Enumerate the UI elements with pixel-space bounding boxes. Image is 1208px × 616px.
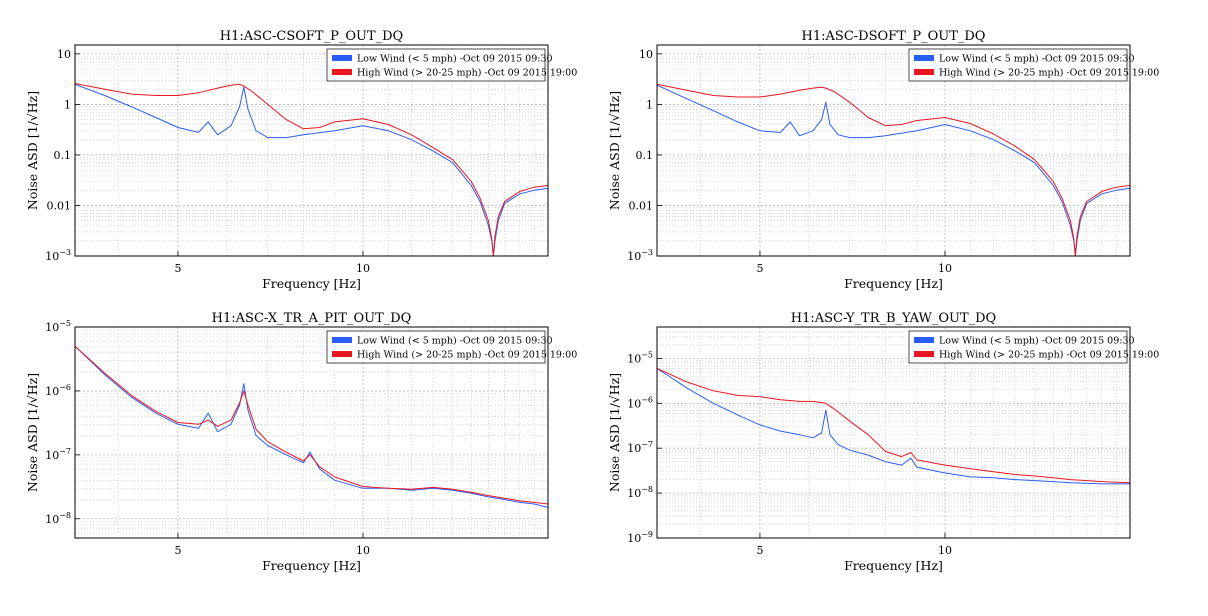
series-low-wind-line — [75, 345, 548, 508]
x-tick-label: 10 — [938, 544, 952, 557]
legend-label-high-wind: High Wind (> 20-25 mph) -Oct 09 2015 19:… — [939, 68, 1159, 79]
axes-frame — [74, 326, 549, 539]
y-tick-label: 10−7 — [627, 440, 653, 455]
y-tick-label: 0.01 — [47, 199, 72, 212]
chart-title: H1:ASC-CSOFT_P_OUT_DQ — [220, 29, 403, 44]
legend: Low Wind (< 5 mph) -Oct 09 2015 09:30 Hig… — [326, 330, 577, 364]
y-tick-label: 10−5 — [627, 350, 653, 365]
legend-box — [908, 48, 1128, 82]
y-tick-label: 10 — [639, 48, 653, 61]
x-tick-label: 5 — [756, 262, 763, 275]
plot-area — [75, 83, 548, 256]
legend-label-high-wind: High Wind (> 20-25 mph) -Oct 09 2015 19:… — [939, 350, 1159, 361]
y-tick-label: 10−6 — [627, 395, 653, 410]
y-tick-label: 10−3 — [627, 248, 653, 263]
legend-label-low-wind: Low Wind (< 5 mph) -Oct 09 2015 09:30 — [357, 54, 553, 65]
series-low-wind-line — [657, 367, 1130, 485]
series-low-wind-line — [657, 84, 1130, 256]
x-axis-label: Frequency [Hz] — [262, 558, 361, 573]
legend-swatch-high-wind — [914, 69, 934, 75]
legend-swatch-high-wind — [914, 351, 934, 357]
legend-swatch-low-wind — [332, 55, 352, 61]
y-tick-label: 1 — [646, 98, 653, 111]
axes-frame — [656, 44, 1131, 257]
x-tick-label: 10 — [938, 262, 952, 275]
axes-frame — [74, 44, 549, 257]
y-axis-label: Noise ASD [1/√Hz] — [607, 373, 622, 492]
x-axis-label: Frequency [Hz] — [844, 276, 943, 291]
y-axis-label: Noise ASD [1/√Hz] — [25, 373, 40, 492]
y-axis-label: Noise ASD [1/√Hz] — [607, 91, 622, 210]
x-axis-label: Frequency [Hz] — [844, 558, 943, 573]
x-tick-label: 10 — [356, 262, 370, 275]
legend-box — [908, 330, 1128, 364]
x-tick-label: 10 — [356, 544, 370, 557]
x-axis-label: Frequency [Hz] — [262, 276, 361, 291]
chart-title: H1:ASC-X_TR_A_PIT_OUT_DQ — [212, 311, 412, 326]
grid — [75, 45, 549, 257]
chart-title: H1:ASC-DSOFT_P_OUT_DQ — [802, 29, 986, 44]
axes-frame — [656, 326, 1131, 539]
legend-swatch-high-wind — [332, 351, 352, 357]
plot-area — [657, 367, 1130, 485]
plot-area — [657, 83, 1130, 256]
legend-label-low-wind: Low Wind (< 5 mph) -Oct 09 2015 09:30 — [357, 336, 553, 347]
y-tick-label: 10−9 — [627, 530, 653, 545]
legend-swatch-low-wind — [914, 337, 934, 343]
y-tick-label: 10 — [57, 48, 71, 61]
legend: Low Wind (< 5 mph) -Oct 09 2015 09:30 Hig… — [326, 48, 577, 82]
plot-area — [75, 345, 548, 508]
x-tick-label: 5 — [174, 262, 181, 275]
y-tick-label: 10−6 — [45, 383, 71, 398]
legend-label-low-wind: Low Wind (< 5 mph) -Oct 09 2015 09:30 — [939, 336, 1135, 347]
subplot-4: 5 10 10−9 10−8 10−7 10−6 10−5 H1:ASC-Y_TR_B_YAW… — [607, 311, 1159, 573]
subplot-3: 5 10 10−8 10−7 10−6 10−5 H1:ASC-X_TR_A_PIT_OUT… — [25, 311, 577, 573]
legend-label-high-wind: High Wind (> 20-25 mph) -Oct 09 2015 19:… — [357, 350, 577, 361]
series-high-wind-line — [75, 83, 548, 256]
x-tick-label: 5 — [174, 544, 181, 557]
series-high-wind-line — [75, 345, 548, 505]
legend-label-low-wind: Low Wind (< 5 mph) -Oct 09 2015 09:30 — [939, 54, 1135, 65]
x-tick-label: 5 — [756, 544, 763, 557]
y-tick-label: 10−3 — [45, 248, 71, 263]
legend-swatch-high-wind — [332, 69, 352, 75]
subplot-2: 5 10 10−3 0.01 0.1 1 10 H1:ASC-DSOFT_P_OUT_DQ Fr… — [607, 29, 1159, 291]
y-tick-label: 0.1 — [636, 149, 654, 162]
y-tick-label: 10−8 — [45, 511, 71, 526]
legend: Low Wind (< 5 mph) -Oct 09 2015 09:30 Hig… — [908, 48, 1159, 82]
y-tick-label: 0.1 — [54, 149, 72, 162]
y-axis-label: Noise ASD [1/√Hz] — [25, 91, 40, 210]
series-high-wind-line — [657, 367, 1130, 484]
y-tick-label: 10−5 — [45, 319, 71, 334]
y-tick-label: 0.01 — [629, 199, 654, 212]
y-tick-label: 10−8 — [627, 485, 653, 500]
subplot-1: 5 10 10−3 0.01 0.1 1 10 H1:ASC-CSOFT_P_OUT_DQ Fr… — [25, 29, 577, 291]
y-tick-label: 1 — [64, 98, 71, 111]
legend-box — [326, 48, 546, 82]
series-high-wind-line — [657, 83, 1130, 256]
legend-label-high-wind: High Wind (> 20-25 mph) -Oct 09 2015 19:… — [357, 68, 577, 79]
chart-title: H1:ASC-Y_TR_B_YAW_OUT_DQ — [791, 311, 996, 326]
legend-box — [326, 330, 546, 364]
legend: Low Wind (< 5 mph) -Oct 09 2015 09:30 Hig… — [908, 330, 1159, 364]
legend-swatch-low-wind — [332, 337, 352, 343]
legend-swatch-low-wind — [914, 55, 934, 61]
y-tick-label: 10−7 — [45, 447, 71, 462]
